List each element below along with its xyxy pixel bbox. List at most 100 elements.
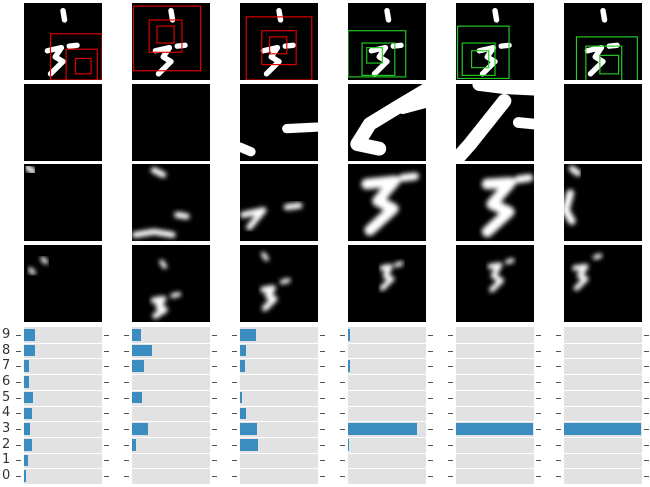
axis-tick — [536, 460, 541, 462]
glimpse-scale-1-step-2 — [132, 84, 210, 161]
axis-tick — [644, 381, 649, 383]
axis-tick — [232, 334, 237, 336]
axis-tick — [212, 334, 217, 336]
class-probability-chart-5 — [456, 327, 534, 484]
glimpse-scale-1-step-1 — [24, 84, 102, 161]
axis-tick — [536, 366, 541, 368]
prob-bar-9 — [240, 329, 257, 341]
gridline — [456, 452, 534, 454]
axis-tick — [320, 429, 325, 431]
accept-glimpse-box — [348, 30, 407, 78]
reject-glimpse-box — [269, 36, 288, 55]
gridline — [456, 421, 534, 423]
axis-tick — [212, 476, 217, 478]
glimpse-scale-3-step-2 — [132, 245, 210, 322]
axis-tick — [124, 444, 129, 446]
axis-tick — [556, 444, 561, 446]
axis-tick — [340, 476, 345, 478]
gridline — [24, 452, 102, 454]
axis-tick — [340, 381, 345, 383]
gridline — [348, 358, 426, 360]
prob-bar-2 — [348, 438, 349, 451]
axis-tick — [124, 366, 129, 368]
gridline — [240, 389, 318, 391]
accept-glimpse-box — [361, 42, 396, 76]
axis-tick — [536, 381, 541, 383]
gridline — [564, 468, 642, 470]
axis-tick — [536, 334, 541, 336]
glimpse-overview-2 — [132, 3, 210, 80]
gridline — [564, 389, 642, 391]
axis-tick — [556, 366, 561, 368]
class-probability-chart-6 — [564, 327, 642, 484]
prob-bar-7 — [348, 360, 351, 373]
gridline — [564, 342, 642, 344]
axis-tick — [320, 366, 325, 368]
axis-tick — [212, 413, 217, 415]
gridline — [456, 405, 534, 407]
axis-tick — [556, 350, 561, 352]
gridline — [24, 405, 102, 407]
glimpse-overview-5 — [456, 3, 534, 80]
axis-tick — [16, 476, 21, 478]
prob-bar-3 — [348, 423, 418, 435]
prob-bar-7 — [240, 360, 246, 373]
gridline — [564, 421, 642, 423]
gridline — [456, 358, 534, 360]
axis-tick — [428, 460, 433, 462]
axis-tick — [536, 397, 541, 399]
axis-tick — [320, 381, 325, 383]
axis-tick — [536, 444, 541, 446]
axis-tick — [16, 334, 21, 336]
gridline — [132, 436, 210, 438]
accept-glimpse-box — [366, 47, 383, 64]
prob-bar-3 — [456, 423, 534, 435]
gridline — [240, 374, 318, 376]
axis-tick — [16, 366, 21, 368]
axis-tick — [124, 397, 129, 399]
axis-tick — [320, 444, 325, 446]
axis-tick — [340, 397, 345, 399]
prob-bar-7 — [24, 360, 30, 373]
axis-tick — [428, 476, 433, 478]
gridline — [456, 342, 534, 344]
gridline — [240, 452, 318, 454]
glimpse-scale-2-step-2 — [132, 164, 210, 241]
axis-tick — [556, 397, 561, 399]
gridline — [24, 374, 102, 376]
class-label-0: 0 — [2, 468, 11, 484]
axis-tick — [644, 397, 649, 399]
glimpse-scale-2-step-5 — [456, 164, 534, 241]
axis-tick — [124, 413, 129, 415]
gridline — [24, 436, 102, 438]
axis-tick — [232, 381, 237, 383]
class-label-4: 4 — [2, 405, 11, 421]
axis-tick — [104, 366, 109, 368]
reject-glimpse-box — [74, 57, 92, 75]
axis-tick — [16, 444, 21, 446]
axis-tick — [320, 397, 325, 399]
axis-tick — [644, 460, 649, 462]
axis-tick — [340, 444, 345, 446]
glimpse-scale-3-step-4 — [348, 245, 426, 322]
glimpse-scale-2-step-6 — [564, 164, 642, 241]
axis-tick — [212, 429, 217, 431]
axis-tick — [536, 476, 541, 478]
axis-tick — [212, 397, 217, 399]
gridline — [348, 405, 426, 407]
axis-tick — [340, 429, 345, 431]
axis-tick — [556, 381, 561, 383]
axis-tick — [212, 444, 217, 446]
class-label-3: 3 — [2, 421, 11, 437]
axis-tick — [556, 334, 561, 336]
accept-glimpse-box — [575, 36, 638, 80]
accept-glimpse-box — [461, 42, 496, 76]
prob-bar-4 — [24, 407, 32, 420]
prob-bar-8 — [24, 344, 35, 357]
axis-tick — [232, 429, 237, 431]
axis-tick — [212, 366, 217, 368]
axis-tick — [104, 334, 109, 336]
gridline — [564, 358, 642, 360]
prob-bar-8 — [240, 344, 247, 357]
gridline — [348, 342, 426, 344]
